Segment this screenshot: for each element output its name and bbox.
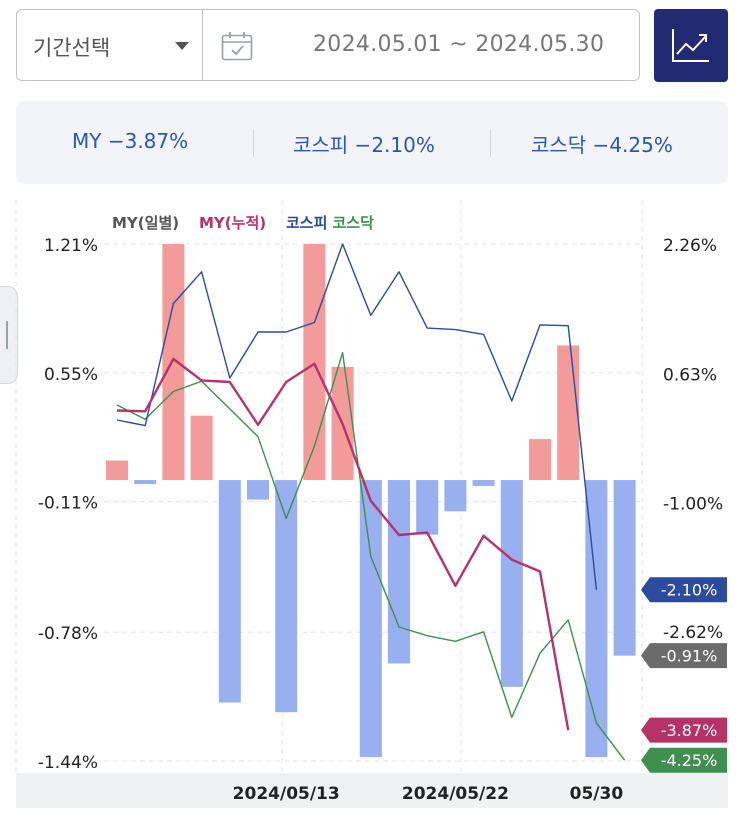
value-badge-label: -3.87% xyxy=(661,721,718,740)
filter-bar: 기간선택 2024.05.01 ~ 2024.05.30 xyxy=(16,9,640,81)
value-badge-label: -4.25% xyxy=(661,751,718,770)
value-badge xyxy=(641,643,727,669)
left-axis-tick-label: 1.21% xyxy=(44,236,98,256)
chevron-down-icon xyxy=(175,42,189,50)
date-range-picker[interactable]: 2024.05.01 ~ 2024.05.30 xyxy=(203,10,639,80)
legend-entry: 코스피 xyxy=(286,214,327,232)
summary-my: MY −3.87% xyxy=(72,129,189,153)
daily-return-bar xyxy=(416,480,439,535)
left-axis-tick-label: -0.11% xyxy=(38,494,98,514)
right-axis-tick-label: 2.26% xyxy=(663,236,717,256)
summary-divider xyxy=(490,129,491,157)
x-axis-tick-label: 2024/05/22 xyxy=(402,784,509,804)
legend-entry: MY(일별) xyxy=(112,214,179,232)
right-axis-tick-label: -1.00% xyxy=(663,495,723,515)
legend-entry: MY(누적) xyxy=(199,214,266,232)
return-chart: 1.21% 0.55% -0.11% -0.78% -1.44% 2.26% 0.63% -1… xyxy=(15,200,728,808)
daily-return-bar xyxy=(613,480,636,656)
kospi-line xyxy=(116,243,598,590)
side-drawer-handle[interactable] xyxy=(0,286,18,384)
period-select-label: 기간선택 xyxy=(33,36,111,60)
x-axis-band xyxy=(16,773,728,808)
my-cumulative-line xyxy=(116,357,570,731)
daily-return-bar xyxy=(218,480,241,703)
value-badge xyxy=(641,747,727,773)
left-axis-tick-label: -1.44% xyxy=(38,753,98,773)
left-axis-tick-label: 0.55% xyxy=(44,365,98,385)
value-badge xyxy=(641,577,727,603)
legend-entry: 코스닥 xyxy=(333,214,375,232)
value-badge-label: -0.91% xyxy=(661,647,718,666)
daily-return-bar xyxy=(247,480,269,500)
value-badge-label: -2.10% xyxy=(661,581,718,600)
daily-return-bar xyxy=(529,439,551,481)
grip-icon xyxy=(6,321,8,349)
date-range-text: 2024.05.01 ~ 2024.05.30 xyxy=(313,32,605,57)
value-badge xyxy=(641,717,727,743)
daily-return-bar xyxy=(557,345,580,481)
calendar-icon xyxy=(221,32,253,61)
period-select[interactable]: 기간선택 xyxy=(17,10,203,80)
daily-return-bar xyxy=(585,480,608,758)
right-axis-tick-label: -2.62% xyxy=(663,623,723,643)
line-chart-icon xyxy=(672,29,709,62)
right-axis-tick-label: 0.63% xyxy=(663,365,717,385)
daily-return-bar xyxy=(388,480,410,664)
daily-return-bar xyxy=(359,480,382,758)
daily-return-bar xyxy=(444,480,467,512)
daily-return-bar xyxy=(134,480,157,484)
daily-return-bar xyxy=(303,244,326,481)
x-axis-tick-label: 05/30 xyxy=(570,784,624,804)
daily-return-bar xyxy=(275,480,298,713)
left-axis-tick-label: -0.78% xyxy=(38,624,98,644)
summary-kosdaq: 코스닥 −4.25% xyxy=(531,133,673,157)
daily-return-bar xyxy=(472,480,495,486)
daily-return-bar xyxy=(162,244,185,481)
daily-return-bar xyxy=(500,480,523,687)
summary-divider xyxy=(253,129,254,157)
return-summary: MY −3.87% 코스피 −2.10% 코스닥 −4.25% xyxy=(16,101,728,184)
daily-return-bar xyxy=(190,415,213,481)
chart-view-button[interactable] xyxy=(654,9,728,82)
daily-return-bar xyxy=(106,460,128,481)
summary-kospi: 코스피 −2.10% xyxy=(293,133,435,157)
x-axis-tick-label: 2024/05/13 xyxy=(233,784,340,804)
